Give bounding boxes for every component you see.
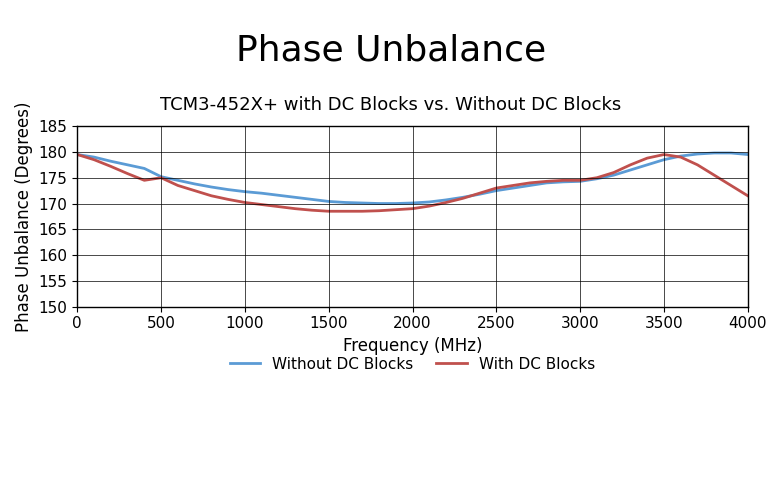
With DC Blocks <box>324 208 333 214</box>
Without DC Blocks <box>123 162 132 168</box>
With DC Blocks <box>425 203 434 209</box>
Without DC Blocks <box>676 153 685 159</box>
Without DC Blocks <box>425 199 434 205</box>
Without DC Blocks <box>576 178 585 184</box>
Without DC Blocks <box>643 162 652 168</box>
Line: Without DC Blocks: Without DC Blocks <box>77 153 748 204</box>
With DC Blocks <box>709 172 719 178</box>
With DC Blocks <box>173 183 182 188</box>
With DC Blocks <box>206 193 216 199</box>
With DC Blocks <box>726 183 736 188</box>
With DC Blocks <box>743 193 752 199</box>
Without DC Blocks <box>475 191 484 197</box>
Without DC Blocks <box>240 189 249 195</box>
With DC Blocks <box>341 208 350 214</box>
Without DC Blocks <box>659 157 669 163</box>
With DC Blocks <box>375 208 384 214</box>
With DC Blocks <box>542 178 551 184</box>
Line: With DC Blocks: With DC Blocks <box>77 154 748 211</box>
Without DC Blocks <box>324 198 333 204</box>
Without DC Blocks <box>257 190 267 196</box>
Without DC Blocks <box>173 177 182 183</box>
With DC Blocks <box>140 177 149 183</box>
With DC Blocks <box>576 177 585 183</box>
Without DC Blocks <box>726 150 736 156</box>
Without DC Blocks <box>190 181 199 187</box>
With DC Blocks <box>73 152 82 157</box>
With DC Blocks <box>592 175 601 181</box>
Without DC Blocks <box>357 200 367 206</box>
With DC Blocks <box>475 190 484 196</box>
With DC Blocks <box>391 207 400 213</box>
Without DC Blocks <box>592 176 601 182</box>
Without DC Blocks <box>626 167 635 173</box>
With DC Blocks <box>441 200 450 206</box>
With DC Blocks <box>643 155 652 161</box>
Without DC Blocks <box>341 200 350 206</box>
Without DC Blocks <box>307 196 317 202</box>
With DC Blocks <box>123 171 132 176</box>
With DC Blocks <box>274 204 283 209</box>
Without DC Blocks <box>609 172 619 178</box>
Without DC Blocks <box>206 184 216 190</box>
Without DC Blocks <box>290 195 300 200</box>
Without DC Blocks <box>526 183 535 188</box>
Without DC Blocks <box>542 180 551 186</box>
Without DC Blocks <box>274 193 283 198</box>
With DC Blocks <box>558 177 568 183</box>
With DC Blocks <box>224 196 233 202</box>
Without DC Blocks <box>458 195 468 200</box>
Without DC Blocks <box>224 187 233 193</box>
Without DC Blocks <box>106 158 116 164</box>
With DC Blocks <box>609 170 619 175</box>
Without DC Blocks <box>156 174 166 180</box>
Text: TCM3-452X+ with DC Blocks vs. Without DC Blocks: TCM3-452X+ with DC Blocks vs. Without DC… <box>160 96 622 114</box>
With DC Blocks <box>526 180 535 186</box>
Without DC Blocks <box>140 165 149 171</box>
With DC Blocks <box>240 200 249 206</box>
With DC Blocks <box>626 162 635 168</box>
With DC Blocks <box>492 185 501 191</box>
With DC Blocks <box>156 175 166 181</box>
Without DC Blocks <box>441 197 450 203</box>
Without DC Blocks <box>693 151 702 157</box>
Without DC Blocks <box>375 201 384 206</box>
Text: Phase Unbalance: Phase Unbalance <box>236 33 546 67</box>
Without DC Blocks <box>408 200 418 206</box>
With DC Blocks <box>257 202 267 207</box>
With DC Blocks <box>659 152 669 157</box>
With DC Blocks <box>106 163 116 169</box>
With DC Blocks <box>508 183 518 188</box>
With DC Blocks <box>307 207 317 213</box>
Without DC Blocks <box>89 154 99 160</box>
Without DC Blocks <box>391 201 400 206</box>
With DC Blocks <box>458 196 468 201</box>
Without DC Blocks <box>743 152 752 157</box>
Y-axis label: Phase Unbalance (Degrees): Phase Unbalance (Degrees) <box>15 101 33 332</box>
Without DC Blocks <box>73 152 82 157</box>
X-axis label: Frequency (MHz): Frequency (MHz) <box>343 337 482 355</box>
Without DC Blocks <box>508 185 518 191</box>
With DC Blocks <box>408 206 418 212</box>
With DC Blocks <box>89 157 99 163</box>
Without DC Blocks <box>709 150 719 156</box>
Without DC Blocks <box>492 188 501 194</box>
With DC Blocks <box>290 206 300 212</box>
With DC Blocks <box>357 208 367 214</box>
Legend: Without DC Blocks, With DC Blocks: Without DC Blocks, With DC Blocks <box>224 350 601 378</box>
Without DC Blocks <box>558 179 568 185</box>
With DC Blocks <box>676 154 685 160</box>
With DC Blocks <box>693 162 702 168</box>
With DC Blocks <box>190 188 199 194</box>
